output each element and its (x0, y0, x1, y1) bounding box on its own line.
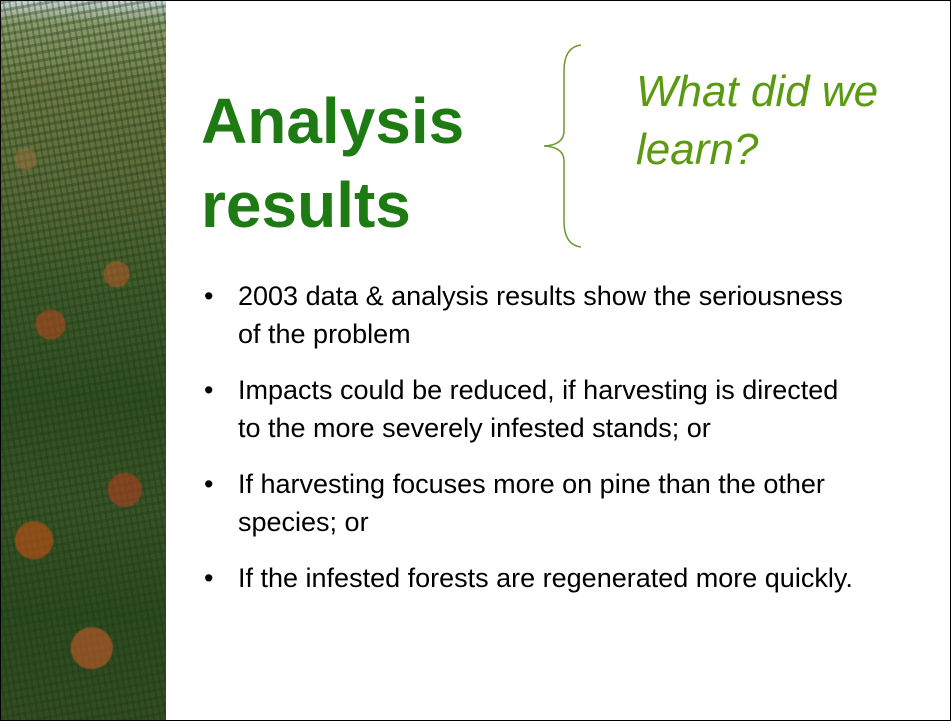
forest-image (1, 1, 166, 720)
brace (536, 41, 596, 251)
slide-title: Analysis results (201, 79, 531, 247)
bullet-item: If harvesting focuses more on pine than … (201, 465, 858, 541)
bullet-item: Impacts could be reduced, if harvesting … (201, 371, 858, 447)
bullet-list: 2003 data & analysis results show the se… (201, 277, 858, 615)
slide: Analysis results What did we learn? 2003… (0, 0, 951, 721)
bullet-item: If the infested forests are regenerated … (201, 559, 858, 597)
bullet-item: 2003 data & analysis results show the se… (201, 277, 858, 353)
slide-subtitle: What did we learn? (636, 63, 926, 179)
